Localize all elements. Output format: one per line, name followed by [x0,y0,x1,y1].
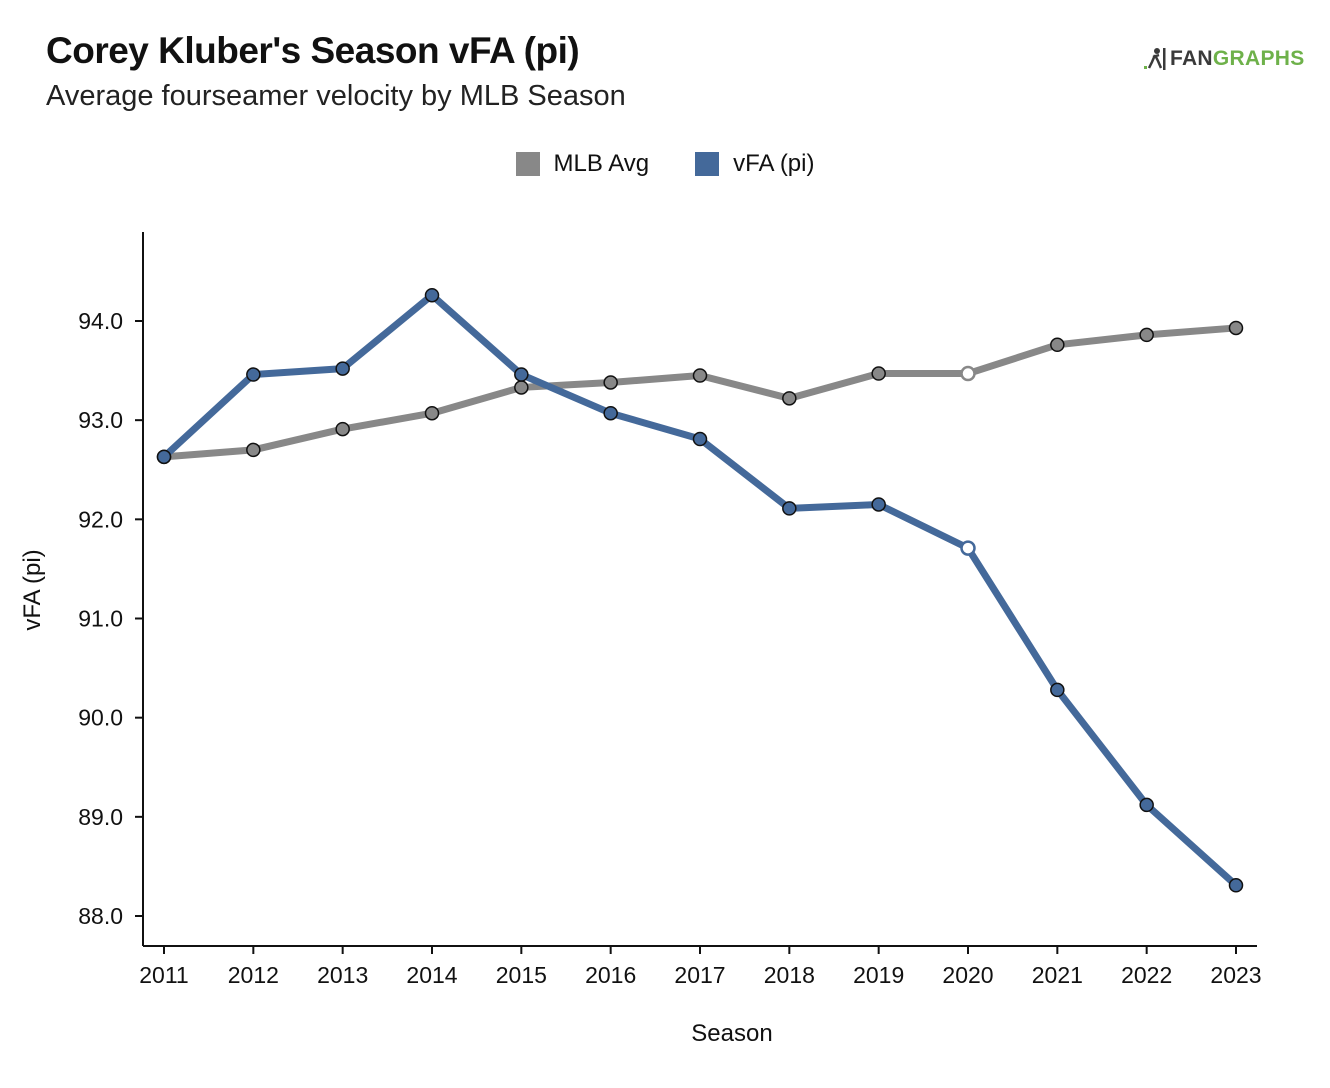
fangraphs-logo[interactable]: FAN GRAPHS [1143,46,1305,72]
chart-title: Corey Kluber's Season vFA (pi) [46,30,580,71]
y-tick-label: 90.0 [78,705,123,731]
data-point-mlb-avg[interactable] [1050,337,1065,353]
data-point-vfa[interactable] [1228,878,1244,893]
fangraphs-logo-icon [1144,48,1166,70]
x-tick-label: 2013 [317,962,368,988]
data-point-mlb-avg[interactable] [1228,320,1244,336]
data-point-mlb-avg[interactable] [960,365,976,382]
series-line-vfa [160,291,1240,889]
legend-swatch-mlb-avg [515,152,540,176]
logo-text-graphs: GRAPHS [1212,47,1305,70]
x-tick-label: 2017 [674,962,725,988]
data-point-mlb-avg[interactable] [1139,327,1154,343]
data-point-mlb-avg[interactable] [782,391,797,406]
data-point-vfa[interactable] [603,405,618,421]
data-point-mlb-avg[interactable] [692,368,708,383]
data-point-mlb-avg[interactable] [335,421,350,437]
x-tick-label: 2022 [1121,962,1172,988]
y-tick-label: 92.0 [78,506,123,532]
x-tick-label: 2023 [1210,962,1261,988]
legend-label-vfa: vFA (pi) [733,150,815,177]
chart-legend: MLB Avg vFA (pi) [0,150,1330,178]
data-point-vfa[interactable] [156,449,172,465]
x-tick-label: 2016 [585,962,636,988]
data-point-mlb-avg[interactable] [514,380,529,395]
x-tick-label: 2019 [853,962,904,988]
legend-item-mlb-avg[interactable]: MLB Avg [515,150,650,178]
data-point-vfa[interactable] [1050,682,1065,698]
legend-swatch-vfa [695,152,720,176]
data-point-vfa[interactable] [514,367,529,382]
legend-item-vfa[interactable]: vFA (pi) [695,150,814,178]
x-tick-label: 2014 [406,962,457,988]
x-axis-label: Season [691,1020,772,1047]
y-tick-label: 89.0 [78,804,123,830]
data-point-vfa[interactable] [1139,797,1154,813]
data-point-vfa[interactable] [246,367,261,382]
data-point-mlb-avg[interactable] [424,405,440,421]
legend-label-mlb-avg: MLB Avg [553,150,650,177]
data-point-vfa[interactable] [782,501,797,516]
x-tick-label: 2018 [764,962,815,988]
data-point-vfa[interactable] [424,287,440,303]
y-axis-label: vFA (pi) [19,549,46,630]
y-tick-label: 88.0 [78,903,123,929]
data-point-mlb-avg[interactable] [246,442,261,458]
data-point-vfa[interactable] [871,497,886,512]
x-tick-label: 2012 [228,962,279,988]
y-tick-label: 93.0 [78,407,123,433]
logo-text-fan: FAN [1170,47,1213,70]
chart-subtitle: Average fourseamer velocity by MLB Seaso… [46,80,626,112]
y-tick-label: 94.0 [78,308,123,334]
data-point-mlb-avg[interactable] [603,375,618,390]
x-tick-label: 2015 [496,962,547,988]
data-point-vfa[interactable] [960,540,976,556]
y-tick-label: 91.0 [78,606,123,632]
x-tick-label: 2011 [139,962,188,988]
x-tick-label: 2021 [1032,962,1083,988]
data-point-vfa[interactable] [692,431,708,447]
data-point-mlb-avg[interactable] [871,366,886,381]
x-tick-label: 2020 [942,962,993,988]
data-point-vfa[interactable] [335,361,350,376]
